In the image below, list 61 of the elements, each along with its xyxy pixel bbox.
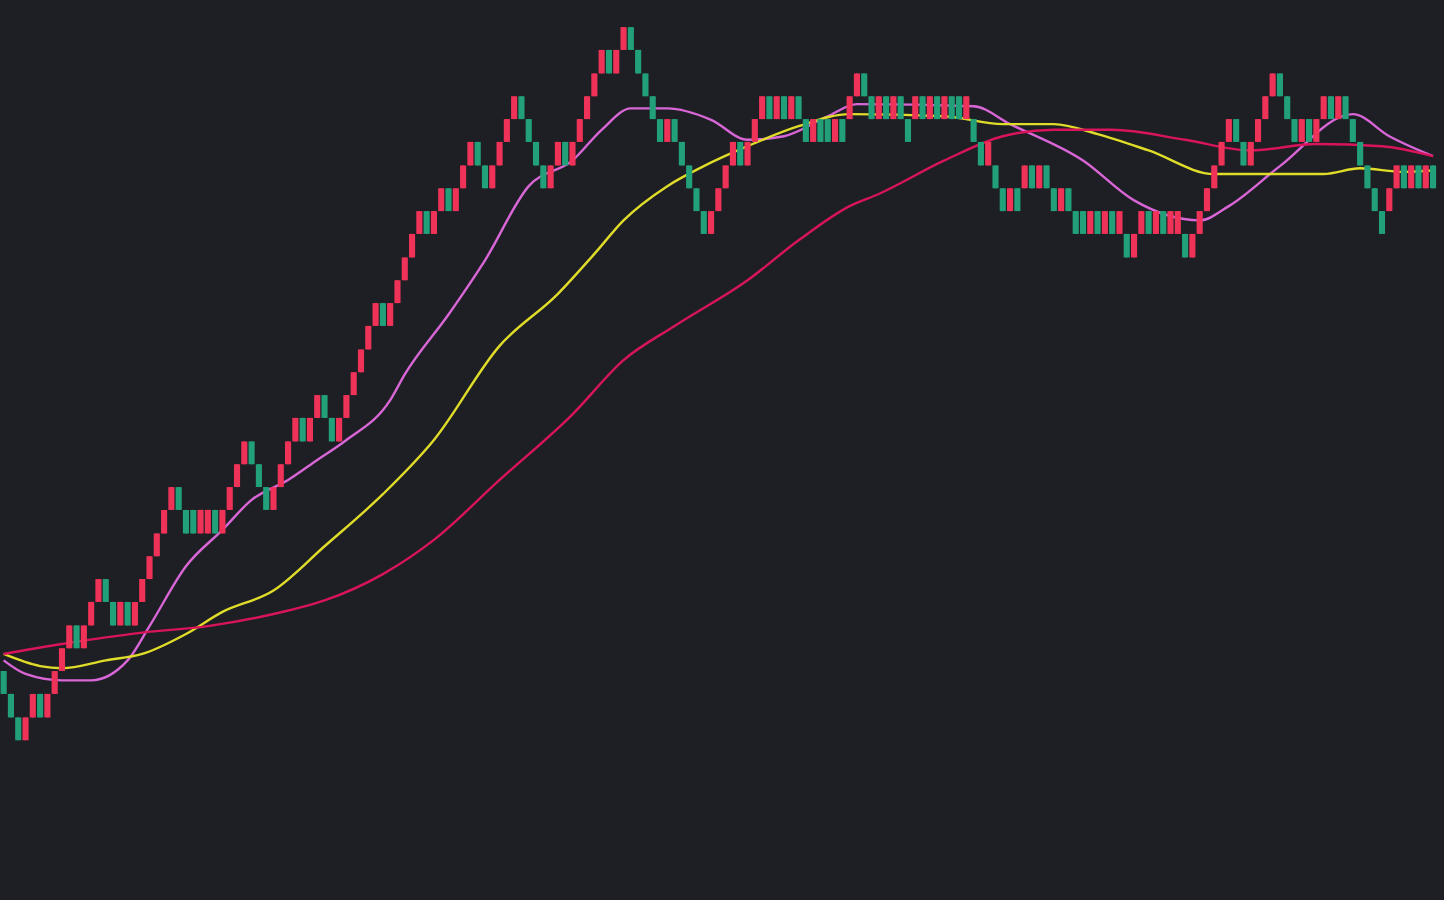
candlestick bbox=[314, 394, 321, 419]
candlestick bbox=[416, 210, 423, 235]
candlestick bbox=[226, 486, 233, 511]
candlestick bbox=[430, 210, 437, 235]
candlestick bbox=[1109, 210, 1116, 235]
candlestick bbox=[1233, 118, 1240, 143]
candlestick bbox=[1094, 210, 1101, 235]
candlestick bbox=[1298, 118, 1305, 143]
candlestick bbox=[139, 579, 146, 602]
candlestick bbox=[664, 118, 671, 143]
candlestick bbox=[671, 118, 678, 143]
candlestick bbox=[1291, 118, 1298, 143]
candlestick bbox=[1152, 210, 1159, 235]
candlestick bbox=[168, 486, 175, 511]
candlestick bbox=[423, 210, 430, 235]
candlestick bbox=[627, 26, 634, 51]
candlestick bbox=[1254, 118, 1262, 143]
candlestick bbox=[620, 26, 627, 51]
candlestick bbox=[810, 118, 817, 143]
candlestick bbox=[1160, 210, 1167, 235]
candlestick bbox=[102, 578, 109, 603]
candlestick bbox=[1101, 210, 1108, 235]
candlestick bbox=[831, 118, 839, 143]
candlestick bbox=[700, 210, 707, 235]
candlestick bbox=[525, 118, 532, 143]
candlestick bbox=[263, 486, 270, 511]
candlestick bbox=[372, 302, 379, 327]
candlestick bbox=[817, 118, 824, 143]
candlestick bbox=[1079, 210, 1087, 235]
candlestick bbox=[1072, 210, 1079, 235]
candlestick bbox=[175, 486, 182, 511]
candlestick bbox=[379, 302, 386, 327]
candlestick bbox=[1196, 210, 1203, 235]
candlestick bbox=[1306, 118, 1313, 143]
candlestick bbox=[1138, 210, 1145, 235]
candlestick bbox=[970, 118, 977, 143]
candlestick bbox=[1225, 118, 1232, 143]
candlestick bbox=[656, 118, 664, 143]
candlestick bbox=[1145, 210, 1152, 235]
candlestick bbox=[1349, 118, 1356, 143]
candlestick bbox=[95, 578, 102, 603]
candlestick bbox=[343, 394, 350, 419]
candlestick bbox=[1174, 210, 1181, 235]
candlestick bbox=[0, 671, 7, 694]
candlestick bbox=[387, 302, 394, 327]
candlestick bbox=[1378, 210, 1386, 235]
candlestick bbox=[51, 670, 58, 695]
candlestick bbox=[802, 118, 809, 143]
candlestick bbox=[1116, 210, 1123, 235]
candlestick bbox=[1087, 210, 1094, 235]
candlestick bbox=[321, 394, 328, 419]
candlestick bbox=[1167, 210, 1174, 235]
candlestick bbox=[576, 118, 583, 143]
candlestick bbox=[708, 210, 715, 235]
candlestick bbox=[824, 118, 831, 143]
candlestick bbox=[839, 118, 846, 143]
candlestick bbox=[751, 118, 758, 143]
candlestick bbox=[270, 486, 277, 511]
candlestick bbox=[503, 118, 510, 143]
candlestick bbox=[904, 118, 912, 143]
candlestick bbox=[1313, 118, 1320, 143]
